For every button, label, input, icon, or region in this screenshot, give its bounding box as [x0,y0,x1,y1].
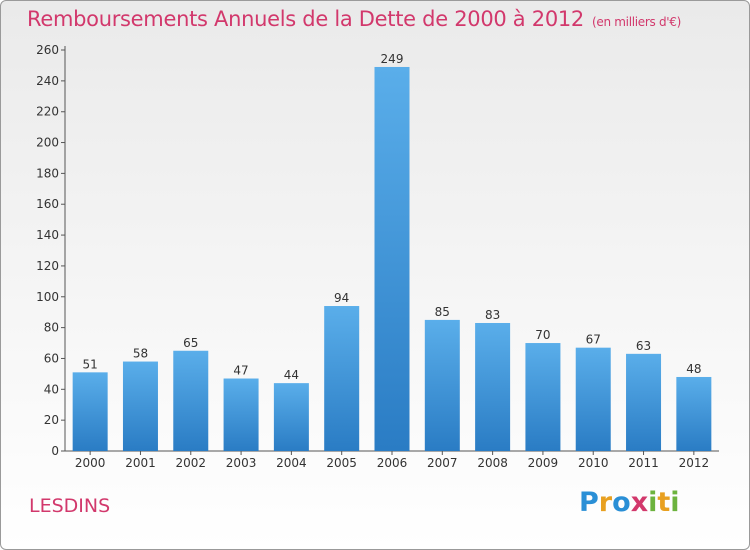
place-name: LESDINS [29,495,111,517]
chart-title: Remboursements Annuels de la Dette de 20… [27,7,681,31]
y-tick-label: 220 [36,105,59,119]
bar-2003 [223,378,259,451]
y-tick-label: 60 [44,351,59,365]
bar-2011 [626,353,662,451]
y-tick-label: 260 [36,43,59,57]
bar-2012 [676,376,712,451]
data-label-2000: 51 [83,357,98,371]
data-label-2011: 63 [636,339,651,353]
x-tick-label-2002: 2002 [175,456,206,470]
y-tick-label: 80 [44,321,59,335]
data-label-2008: 83 [485,308,500,322]
x-tick-label-2000: 2000 [75,456,106,470]
x-tick-label-2010: 2010 [578,456,609,470]
x-tick-label-2006: 2006 [377,456,408,470]
x-tick-label-2009: 2009 [528,456,559,470]
data-label-2006: 249 [381,52,404,66]
bar-2002 [173,350,209,451]
x-tick-label-2007: 2007 [427,456,458,470]
data-label-2007: 85 [435,305,450,319]
x-tick-label-2005: 2005 [326,456,357,470]
bar-2007 [424,319,460,451]
data-label-2010: 67 [586,333,601,347]
y-tick-label: 160 [36,197,59,211]
bar-2001 [122,361,158,451]
y-tick-label: 20 [44,413,59,427]
x-tick-label-2011: 2011 [628,456,659,470]
x-tick-label-2012: 2012 [679,456,710,470]
x-tick-label-2001: 2001 [125,456,156,470]
bar-2009 [525,343,561,451]
y-tick-label: 120 [36,259,59,273]
y-tick-label: 240 [36,74,59,88]
bar-2005 [324,306,360,451]
data-label-2012: 48 [686,362,701,376]
y-tick-label: 100 [36,290,59,304]
data-label-2004: 44 [284,368,299,382]
data-label-2009: 70 [535,328,550,342]
bar-2010 [575,347,611,451]
proxiti-logo: Proxiti [579,487,680,518]
chart-title-text: Remboursements Annuels de la Dette de 20… [27,7,584,31]
chart-subtitle: (en milliers d'€) [592,15,682,29]
data-label-2003: 47 [233,364,248,378]
bar-2000 [72,372,108,451]
data-label-2002: 65 [183,336,198,350]
y-tick-label: 140 [36,228,59,242]
x-tick-label-2003: 2003 [226,456,257,470]
x-tick-label-2008: 2008 [477,456,508,470]
x-tick-label-2004: 2004 [276,456,307,470]
y-tick-label: 40 [44,382,59,396]
bar-2006 [374,66,410,451]
y-tick-label: 180 [36,166,59,180]
y-tick-label: 0 [51,444,59,458]
data-label-2001: 58 [133,347,148,361]
bar-2008 [475,322,511,451]
data-label-2005: 94 [334,291,349,305]
y-tick-label: 200 [36,136,59,150]
bar-2004 [273,383,309,451]
